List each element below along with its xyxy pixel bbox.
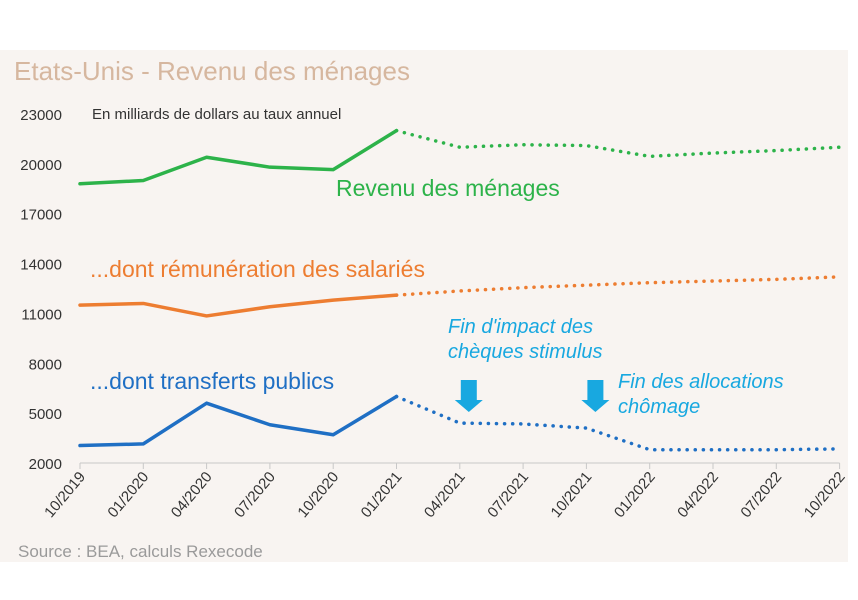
annotation-line: Fin des allocations xyxy=(618,371,784,393)
x-tick-label: 01/2022 xyxy=(611,469,659,521)
annotation-stimulus-checks: Fin d'impact des chèques stimulus xyxy=(448,315,603,365)
x-tick-label: 07/2020 xyxy=(231,469,279,521)
x-tick-label: 07/2022 xyxy=(737,469,785,521)
y-tick-label: 23000 xyxy=(20,107,62,124)
chart-title: Etats-Unis - Revenu des ménages xyxy=(14,56,410,86)
x-tick-label: 04/2020 xyxy=(168,469,216,521)
annotation-unemployment-benefits: Fin des allocations chômage xyxy=(618,370,784,420)
x-tick-label: 04/2021 xyxy=(421,469,469,521)
series-line-forecast xyxy=(394,128,842,159)
chart-panel xyxy=(0,50,848,562)
y-tick-label: 14000 xyxy=(20,257,62,274)
y-tick-label: 20000 xyxy=(20,157,62,174)
series-line-observed xyxy=(78,293,399,318)
down-arrow-icon xyxy=(454,380,483,412)
unit-note: En milliards de dollars au taux annuel xyxy=(92,106,342,123)
y-tick-label: 2000 xyxy=(29,456,62,473)
series-line-forecast xyxy=(394,275,842,297)
y-tick-label: 17000 xyxy=(20,207,62,224)
source-note: Source : BEA, calculs Rexecode xyxy=(18,542,263,561)
x-tick-label: 10/2019 xyxy=(41,469,89,521)
x-tick-label: 01/2021 xyxy=(358,469,406,521)
series-label-wages: ...dont rémunération des salariés xyxy=(90,256,425,282)
annotation-line: Fin d'impact des xyxy=(448,316,593,338)
down-arrow-icon xyxy=(581,380,610,412)
series-line-observed xyxy=(78,128,399,186)
x-tick-label: 10/2022 xyxy=(801,469,849,521)
annotation-line: chômage xyxy=(618,396,701,418)
series-label-household-income: Revenu des ménages xyxy=(336,175,560,201)
series-line-observed xyxy=(78,394,399,448)
x-tick-label: 10/2021 xyxy=(548,469,596,521)
y-tick-label: 8000 xyxy=(29,356,62,373)
x-tick-label: 07/2021 xyxy=(484,469,532,521)
y-tick-label: 5000 xyxy=(29,406,62,423)
x-tick-label: 10/2020 xyxy=(294,469,342,521)
x-tick-label: 01/2020 xyxy=(104,469,152,521)
y-tick-label: 11000 xyxy=(21,306,62,323)
x-tick-label: 04/2022 xyxy=(674,469,722,521)
annotation-line: chèques stimulus xyxy=(448,341,603,363)
series-label-public-transfers: ...dont transferts publics xyxy=(90,368,335,394)
